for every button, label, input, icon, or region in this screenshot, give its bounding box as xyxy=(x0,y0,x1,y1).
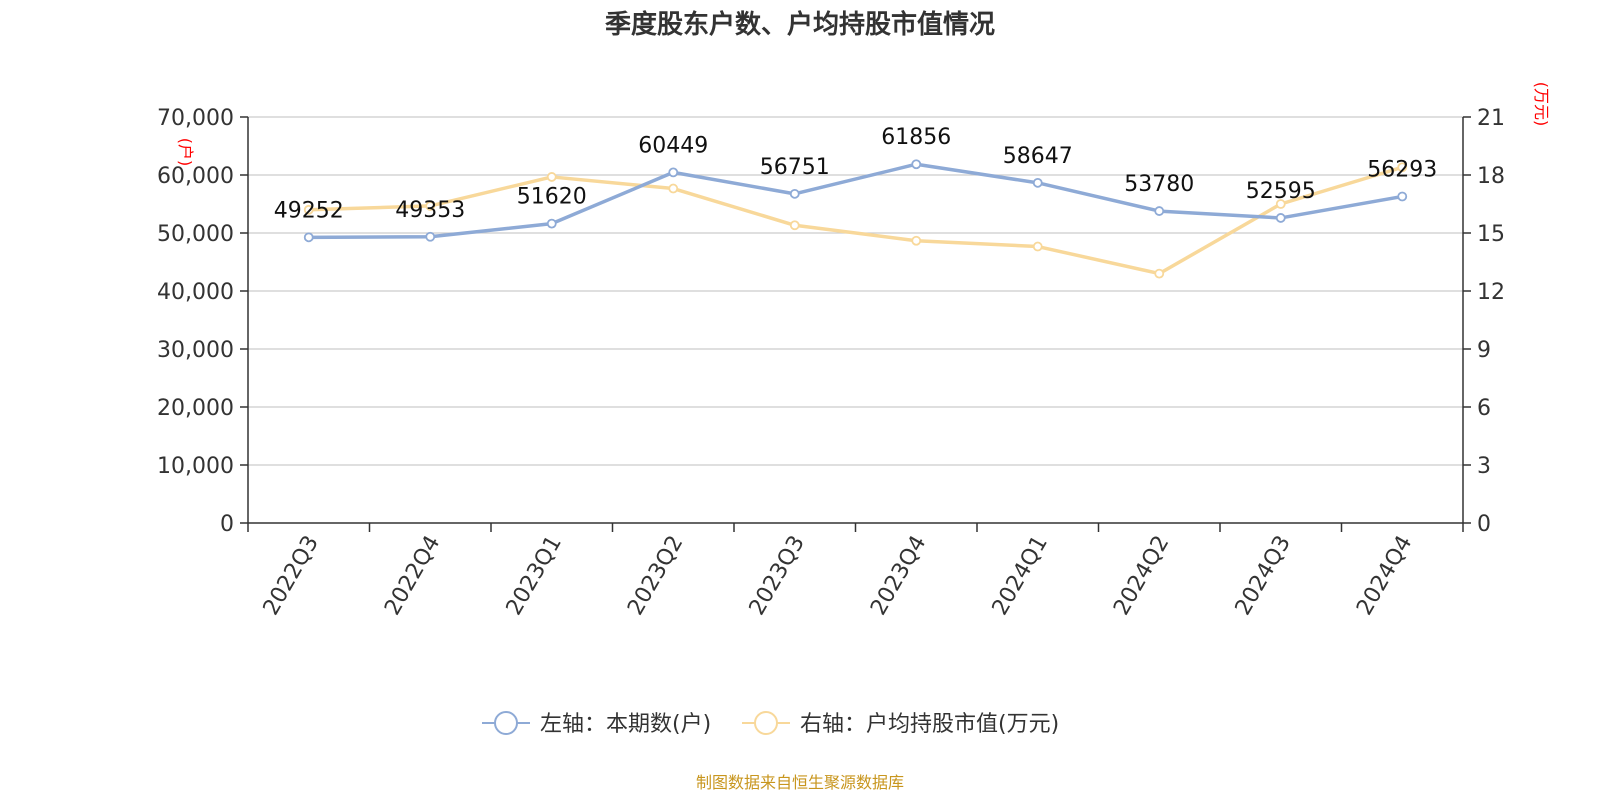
point-holders xyxy=(1032,177,1043,188)
source-note: 制图数据来自恒生聚源数据库 xyxy=(696,773,904,792)
point-holders xyxy=(668,167,679,178)
data-label: 61856 xyxy=(881,125,951,150)
grid-lines xyxy=(248,116,1463,466)
left-tick-label: 30,000 xyxy=(157,338,234,363)
point-holders xyxy=(789,188,800,199)
x-tick-label: 2024Q1 xyxy=(988,532,1053,620)
point-holders xyxy=(303,232,314,243)
x-tick-label: 2022Q4 xyxy=(380,532,445,620)
legend-marker xyxy=(494,711,518,735)
point-holders xyxy=(1397,191,1408,202)
point-avg-value xyxy=(1275,199,1286,209)
right-axis: 0 3 6 9 12 15 18 21 xyxy=(1462,106,1505,537)
data-label: 60449 xyxy=(638,133,708,158)
legend-marker xyxy=(754,711,778,735)
right-tick-label: 9 xyxy=(1477,338,1491,363)
point-holders xyxy=(1275,213,1286,223)
right-tick-label: 12 xyxy=(1477,280,1505,305)
point-avg-value xyxy=(911,235,922,246)
right-tick-label: 15 xyxy=(1477,222,1505,247)
x-tick-label: 2022Q3 xyxy=(259,532,324,620)
data-label: 56293 xyxy=(1367,158,1437,183)
x-tick-label: 2024Q2 xyxy=(1109,532,1174,620)
point-holders xyxy=(1154,206,1165,216)
point-avg-value xyxy=(546,172,557,182)
legend-label: 左轴：本期数(户) xyxy=(540,712,711,737)
legend-label: 右轴：户均持股市值(万元) xyxy=(800,712,1059,737)
right-tick-label: 18 xyxy=(1477,164,1505,189)
left-axis: 0 10,000 20,000 30,000 40,000 50,000 60,000 70,… xyxy=(157,106,249,537)
chart-title: 季度股东户数、户均持股市值情况 xyxy=(605,9,995,40)
point-avg-value xyxy=(1154,268,1165,279)
series-line-avg-value xyxy=(308,165,1403,276)
data-label: 51620 xyxy=(517,185,587,210)
series-lines xyxy=(303,159,1408,279)
data-label: 56751 xyxy=(760,155,830,180)
right-tick-label: 3 xyxy=(1477,454,1491,479)
point-holders xyxy=(911,159,922,170)
point-avg-value xyxy=(1032,241,1043,252)
point-holders xyxy=(546,218,557,229)
x-tick-label: 2024Q3 xyxy=(1231,532,1296,620)
data-label: 49353 xyxy=(395,198,465,223)
x-tick-label: 2023Q4 xyxy=(866,532,931,620)
left-tick-label: 10,000 xyxy=(157,454,234,479)
data-label: 49252 xyxy=(274,198,344,223)
point-avg-value xyxy=(789,220,800,231)
right-tick-label: 6 xyxy=(1477,396,1491,421)
right-tick-label: 0 xyxy=(1477,512,1491,537)
legend[interactable]: 左轴：本期数(户) 右轴：户均持股市值(万元) xyxy=(482,711,1059,737)
data-label: 52595 xyxy=(1246,179,1316,204)
right-axis-unit: (万元) xyxy=(1532,82,1551,127)
series-line-holders xyxy=(308,162,1403,240)
left-axis-unit: (户) xyxy=(176,138,195,167)
legend-item-avg-value[interactable]: 右轴：户均持股市值(万元) xyxy=(742,711,1059,737)
x-tick-label: 2023Q3 xyxy=(745,532,810,620)
left-tick-label: 60,000 xyxy=(157,164,234,189)
data-label: 58647 xyxy=(1003,144,1073,169)
point-holders xyxy=(425,231,436,242)
point-avg-value xyxy=(668,183,679,194)
legend-item-holders[interactable]: 左轴：本期数(户) xyxy=(482,711,711,737)
point-avg-value xyxy=(303,204,314,215)
x-tick-label: 2024Q4 xyxy=(1352,532,1417,620)
left-tick-label: 20,000 xyxy=(157,396,234,421)
point-avg-value xyxy=(1397,162,1408,173)
left-tick-label: 0 xyxy=(220,512,234,537)
point-avg-value xyxy=(425,201,436,211)
x-tick-label: 2023Q1 xyxy=(502,532,567,620)
x-tick-label: 2023Q2 xyxy=(623,532,688,620)
data-labels: 49252 49353 51620 60449 56751 61856 58647 53780… xyxy=(274,125,1438,223)
x-axis: 2022Q3 2022Q4 2023Q1 2023Q2 2023Q3 2023Q4 2024… xyxy=(247,522,1464,620)
left-tick-label: 50,000 xyxy=(157,222,234,247)
data-label: 53780 xyxy=(1124,172,1194,197)
left-tick-label: 40,000 xyxy=(157,280,234,305)
right-tick-label: 21 xyxy=(1477,106,1505,131)
left-tick-label: 70,000 xyxy=(157,106,234,131)
